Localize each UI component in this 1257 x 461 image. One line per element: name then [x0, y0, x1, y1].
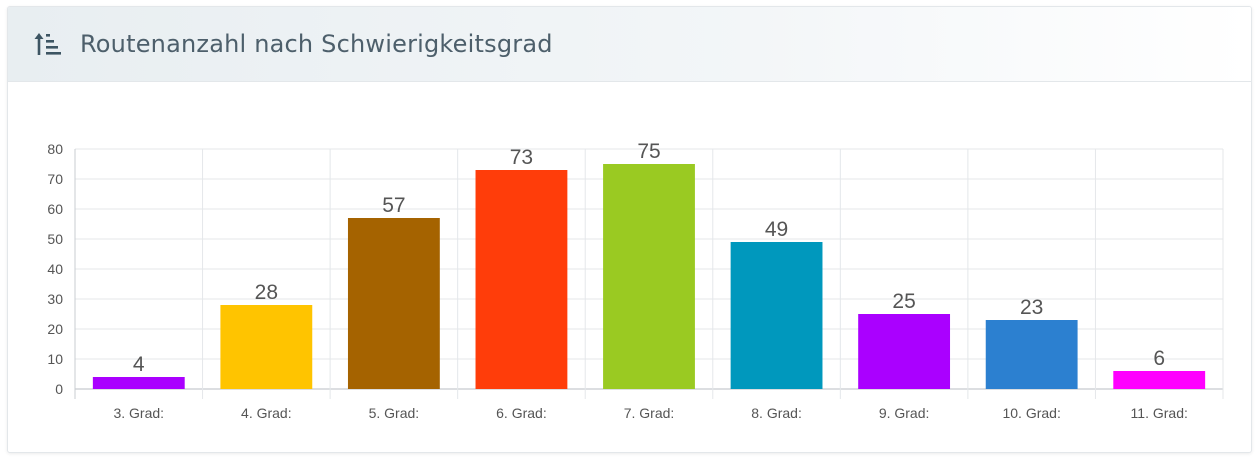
- x-tick-label: 5. Grad:: [369, 405, 420, 421]
- y-tick-label: 0: [55, 381, 63, 397]
- bar: [475, 170, 568, 389]
- card-header: Routenanzahl nach Schwierigkeitsgrad: [8, 7, 1251, 82]
- data-label: 28: [255, 281, 278, 304]
- x-tick-label: 9. Grad:: [879, 405, 930, 421]
- bar-chart: 0 10 20 30 40 50 60 70 80 4 3. Grad: 28 4. Grad: 57 5.…: [8, 82, 1251, 452]
- y-tick-label: 30: [47, 291, 63, 307]
- bar: [347, 218, 440, 389]
- card-title: Routenanzahl nach Schwierigkeitsgrad: [80, 30, 553, 58]
- bar: [985, 320, 1078, 389]
- x-tick-label: 7. Grad:: [624, 405, 675, 421]
- bar: [92, 377, 185, 389]
- y-tick-label: 20: [47, 321, 63, 337]
- sort-ascending-icon: [34, 33, 61, 55]
- bar: [730, 242, 823, 389]
- bar: [603, 164, 695, 389]
- y-tick-label: 70: [47, 171, 63, 187]
- y-tick-label: 50: [47, 231, 63, 247]
- data-label: 57: [382, 194, 405, 217]
- y-tick-label: 10: [47, 351, 63, 367]
- x-tick-label: 4. Grad:: [241, 405, 292, 421]
- data-label: 6: [1153, 347, 1165, 370]
- y-tick-label: 60: [47, 201, 63, 217]
- y-tick-label: 80: [47, 141, 63, 157]
- chart-card: Routenanzahl nach Schwierigkeitsgrad 0 10…: [7, 6, 1252, 453]
- chart-svg: 0 10 20 30 40 50 60 70 80 4 3. Grad: 28 4. Grad: 57 5.…: [47, 140, 1224, 421]
- x-tick-label: 6. Grad:: [496, 405, 547, 421]
- bar: [858, 314, 951, 389]
- x-tick-label: 10. Grad:: [1002, 405, 1060, 421]
- x-tick-label: 3. Grad:: [113, 405, 164, 421]
- data-label: 73: [510, 146, 533, 169]
- data-label: 23: [1020, 296, 1043, 319]
- bar: [1113, 371, 1206, 389]
- x-tick-label: 11. Grad:: [1131, 405, 1188, 421]
- data-label: 25: [892, 290, 915, 313]
- data-label: 49: [765, 218, 788, 241]
- y-tick-label: 40: [47, 261, 63, 277]
- data-label: 4: [133, 353, 145, 376]
- x-tick-label: 8. Grad:: [751, 405, 802, 421]
- bar: [220, 305, 313, 389]
- data-label: 75: [637, 140, 660, 163]
